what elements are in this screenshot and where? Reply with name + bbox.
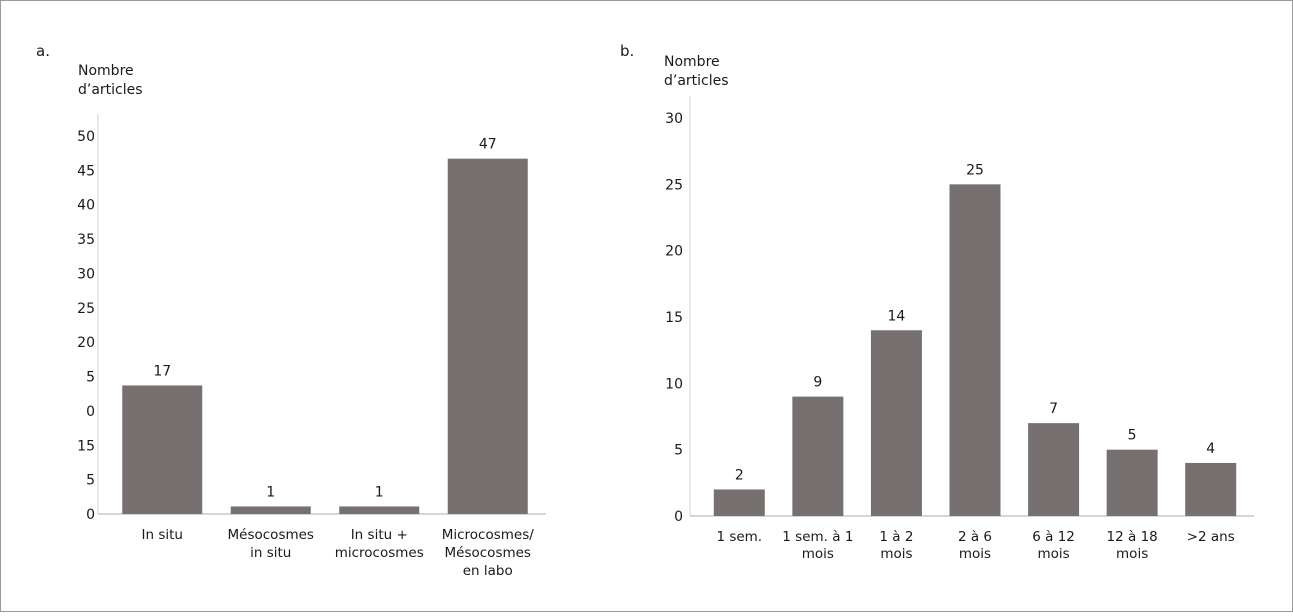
- panel-a-category-label: In situ +: [351, 527, 408, 543]
- panel-b-bar: [713, 489, 765, 516]
- panel-a-y-tick-label: 0: [86, 404, 95, 420]
- panel-a-category-label: microcosmes: [335, 545, 424, 561]
- panel-b-y-tick-label: 20: [665, 244, 683, 260]
- panel-b-bar: [1106, 449, 1158, 516]
- panel-a-category-label: Microcosmes/: [442, 527, 535, 543]
- panel-b-bar: [1028, 423, 1080, 516]
- panel-b-category-label: 1 à 2: [879, 529, 913, 545]
- panel-b-label: b.: [620, 42, 634, 60]
- panel-a-ylabel-line: Nombre: [78, 63, 134, 79]
- panel-a-y-tick-label: 15: [77, 438, 95, 454]
- panel-b-category-label: 1 sem. à 1: [782, 529, 853, 545]
- panel-a-y-tick-label: 5: [86, 370, 95, 386]
- panel-a-bar: [447, 158, 528, 514]
- panel-a-category-label: in situ: [250, 545, 291, 561]
- panel-a-y-tick-label: 30: [77, 266, 95, 282]
- panel-b-data-label: 14: [888, 308, 906, 324]
- panel-b-data-label: 7: [1049, 401, 1058, 417]
- panel-a-y-tick-label: 0: [86, 507, 95, 523]
- panel-b-y-tick-label: 30: [665, 111, 683, 127]
- panel-b-category-label: 6 à 12: [1032, 529, 1075, 545]
- panel-a-data-label: 17: [153, 363, 171, 379]
- panel-a-ylabel-line: d’articles: [78, 82, 143, 98]
- panel-b-category-label: mois: [959, 546, 991, 562]
- panel-a-y-tick-label: 20: [77, 335, 95, 351]
- panel-a-label: a.: [36, 42, 50, 60]
- panel-b-chart: b. Nombre d’articles 0 5 10 15 20 25 30 2 1 sem. 9 1 …: [620, 42, 1254, 562]
- panel-b-category-label: >2 ans: [1187, 529, 1235, 545]
- panel-b-bar: [870, 330, 922, 516]
- panel-a-category-label: Mésocosmes: [445, 545, 531, 561]
- panel-b-data-label: 9: [813, 375, 822, 391]
- panel-b-ylabel-line: Nombre: [664, 54, 720, 70]
- panel-b-data-label: 4: [1206, 441, 1215, 457]
- panel-a-category-label: Mésocosmes: [228, 527, 314, 543]
- panel-a-bar: [122, 385, 203, 514]
- panel-a-y-tick-label: 5: [86, 473, 95, 489]
- panel-a-y-tick-label: 35: [77, 232, 95, 248]
- panel-b-y-tick-label: 10: [665, 376, 683, 392]
- panel-a-bar: [339, 506, 420, 514]
- panel-a-y-tick-label: 50: [77, 129, 95, 145]
- panel-a-data-label: 1: [375, 484, 384, 500]
- panel-b-bar: [1185, 462, 1237, 516]
- panel-a-category-label: en labo: [463, 563, 513, 579]
- panel-b-category-label: 1 sem.: [716, 529, 762, 545]
- panel-b-data-label: 2: [735, 467, 744, 483]
- panel-a-data-label: 47: [479, 137, 497, 153]
- panel-b-category-label: mois: [880, 546, 912, 562]
- panel-b-data-label: 5: [1128, 428, 1137, 444]
- panel-b-category-label: 2 à 6: [958, 529, 992, 545]
- panel-b-y-tick-label: 0: [674, 509, 683, 525]
- panel-a-y-tick-label: 40: [77, 198, 95, 214]
- panel-b-y-tick-label: 25: [665, 177, 683, 193]
- panel-b-category-label: mois: [1037, 546, 1069, 562]
- panel-b-ylabel-line: d’articles: [664, 73, 729, 89]
- panel-b-bar: [792, 396, 844, 516]
- panel-b-category-label: mois: [802, 546, 834, 562]
- panel-b-data-label: 25: [966, 162, 984, 178]
- panel-a-bar: [230, 506, 311, 514]
- panel-b-category-label: 12 à 18: [1107, 529, 1158, 545]
- panel-b-y-tick-label: 15: [665, 310, 683, 326]
- panel-b-y-tick-label: 5: [674, 443, 683, 459]
- panel-a-y-tick-label: 45: [77, 163, 95, 179]
- panel-a-y-tick-label: 25: [77, 301, 95, 317]
- panel-b-bar: [949, 184, 1001, 517]
- panel-a-data-label: 1: [266, 484, 275, 500]
- panel-b-category-label: mois: [1116, 546, 1148, 562]
- panel-a-chart: a. Nombre d’articles 0 5 15 0 5 20 25 30 35 40 45 50 17…: [36, 42, 546, 579]
- panel-a-category-label: In situ: [142, 527, 183, 543]
